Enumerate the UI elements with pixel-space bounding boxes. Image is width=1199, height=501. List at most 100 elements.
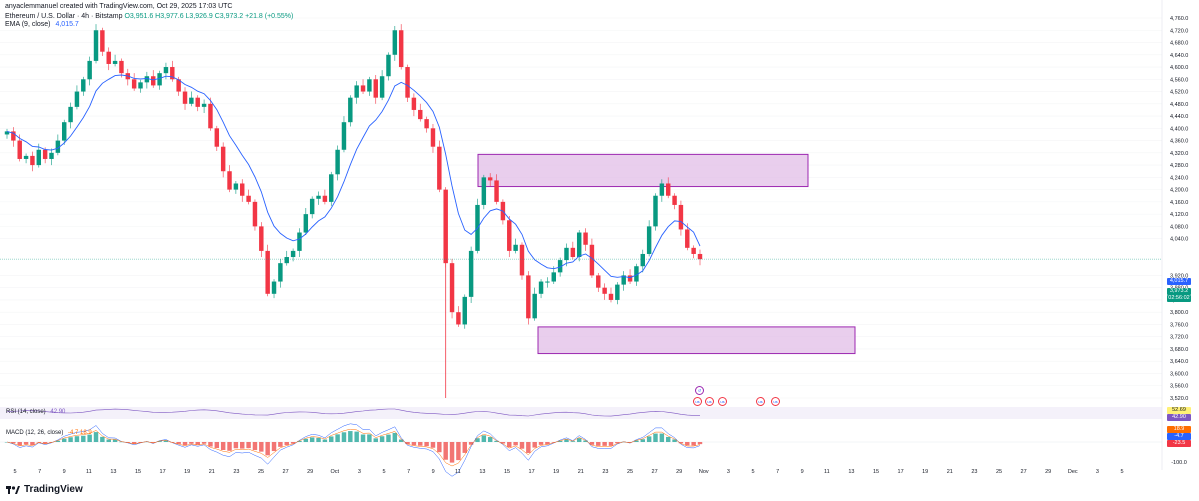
candle: [335, 149, 340, 175]
price-tick-label: 4,160.0: [1170, 200, 1188, 206]
candle: [685, 229, 690, 248]
candle: [627, 275, 633, 282]
symbol-title[interactable]: Ethereum / U.S. Dollar · 4h · Bitstamp: [5, 13, 123, 20]
event-marker-icon[interactable]: ↺: [695, 386, 704, 395]
macd-histogram-bar: [411, 442, 417, 446]
tradingview-logo-icon: [6, 485, 20, 494]
rsi-pane: [0, 407, 1162, 419]
candle: [608, 293, 614, 300]
macd-histogram-bar: [653, 433, 658, 442]
rsi-legend-label: RSI (14, close): [6, 409, 46, 415]
candle: [462, 296, 467, 325]
macd-histogram-bar: [119, 441, 124, 443]
candle: [227, 171, 232, 190]
ema-legend-value: 4,015.7: [55, 21, 79, 28]
time-tick-label: 5: [1120, 469, 1123, 475]
candle: [297, 232, 302, 251]
macd-histogram-bar: [437, 442, 442, 453]
time-tick-label: 19: [553, 469, 559, 475]
event-flag-icon[interactable]: us: [756, 397, 765, 406]
macd-histogram-bar: [151, 442, 156, 443]
rsi-legend[interactable]: RSI (14, close) 42.90: [6, 409, 65, 415]
macd-histogram-bar: [430, 442, 436, 448]
time-tick-label: Nov: [699, 469, 709, 475]
candle: [589, 244, 595, 276]
time-tick-label: 9: [801, 469, 804, 475]
time-tick-label: 15: [873, 469, 879, 475]
macd-histogram-bar: [538, 442, 544, 445]
candle: [367, 79, 372, 92]
macd-legend-label: MACD (12, 26, close): [6, 430, 64, 436]
candle: [259, 226, 264, 251]
candle: [424, 119, 429, 129]
macd-histogram-bar: [240, 442, 245, 449]
time-tick-label: 5: [751, 469, 754, 475]
macd-legend[interactable]: MACD (12, 26, close) -4.7 18.9: [6, 430, 92, 436]
macd-tag-a: 18.9: [1167, 426, 1191, 433]
candle: [176, 79, 181, 92]
candle: [329, 174, 334, 202]
macd-histogram-bar: [513, 442, 518, 446]
ema-legend[interactable]: EMA (9, close) 4,015.7: [5, 21, 79, 28]
macd-histogram-bar: [278, 442, 283, 447]
macd-histogram-bar: [297, 440, 302, 442]
tradingview-logo[interactable]: TradingView: [6, 484, 83, 495]
macd-histogram-bar: [182, 442, 188, 446]
macd-histogram-bar: [284, 442, 289, 446]
macd-histogram-bar: [424, 442, 429, 447]
candle: [379, 76, 385, 98]
macd-histogram-bar: [672, 439, 677, 442]
event-flag-icon[interactable]: us: [771, 397, 780, 406]
price-tick-label: 4,360.0: [1170, 139, 1188, 145]
candle: [49, 152, 54, 159]
candle: [373, 79, 378, 98]
macd-histogram-bar: [354, 431, 359, 442]
time-tick-label: 3: [727, 469, 730, 475]
candle: [360, 85, 366, 92]
candle: [545, 281, 550, 283]
time-axis: 5 7 9 11 13 15 17 19 21 23 25 27 29 Oct 3 5 7 9 11 13 15 17 19…: [13, 469, 1123, 475]
candle: [386, 54, 391, 77]
candle: [23, 155, 29, 159]
macd-histogram-bar: [163, 440, 169, 442]
candle: [252, 201, 258, 227]
price-tick-label: 4,440.0: [1170, 114, 1188, 120]
ohlc-values: O3,951.6 H3,977.6 L3,926.9 C3,973.2 +21.…: [124, 13, 294, 20]
macd-histogram-bar: [201, 442, 207, 444]
price-tick-label: 4,240.0: [1170, 175, 1188, 181]
ema-line-path: [6, 74, 701, 279]
macd-histogram-bar: [138, 442, 143, 443]
macd-histogram-bar: [348, 431, 353, 442]
candle: [665, 183, 671, 196]
macd-histogram-bar: [564, 439, 569, 442]
candle: [4, 131, 10, 135]
macd-histogram-bar: [144, 441, 150, 443]
candle: [220, 146, 226, 172]
time-tick-label: 25: [627, 469, 633, 475]
candle: [456, 312, 461, 325]
candle: [284, 257, 289, 264]
macd-histogram-bar: [646, 436, 652, 442]
macd-histogram-bar: [30, 442, 35, 446]
price-tick-label: 4,640.0: [1170, 53, 1188, 59]
candle: [81, 79, 86, 92]
time-tick-label: 25: [996, 469, 1002, 475]
event-flag-icon[interactable]: us: [718, 397, 727, 406]
time-tick-label: 7: [407, 469, 410, 475]
candle: [697, 253, 703, 260]
macd-histogram-bar: [259, 442, 264, 452]
macd-tag-b: -4.7: [1167, 433, 1191, 440]
candle: [144, 76, 150, 83]
macd-histogram-bar: [233, 442, 239, 449]
candle: [195, 97, 200, 107]
candle: [672, 195, 677, 205]
event-flag-icon[interactable]: us: [693, 397, 702, 406]
candle: [411, 97, 417, 110]
time-tick-label: 29: [307, 469, 313, 475]
time-tick-label: 15: [504, 469, 510, 475]
event-flag-icon[interactable]: us: [705, 397, 714, 406]
macd-histogram-bar: [106, 439, 111, 442]
macd-histogram-bar: [468, 442, 474, 445]
time-tick-label: 17: [898, 469, 904, 475]
